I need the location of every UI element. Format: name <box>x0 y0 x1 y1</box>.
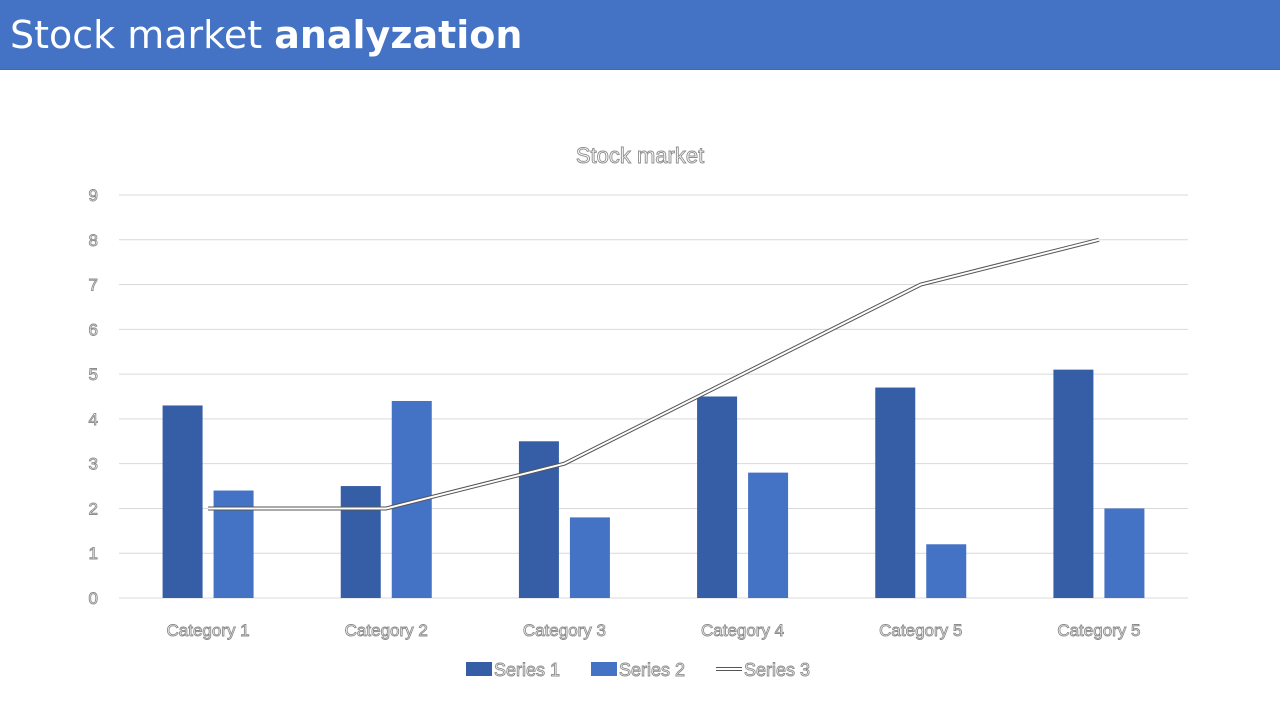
y-tick-label: 2 <box>89 499 98 518</box>
x-tick-label: Category 1 <box>166 621 249 640</box>
y-tick-label: 4 <box>89 410 98 429</box>
page-title: Stock market analyzation <box>10 11 522 59</box>
legend: Series 1 Series 2 Series 3 <box>466 660 810 680</box>
y-tick-label: 1 <box>89 544 98 563</box>
series-3-line <box>208 237 1100 511</box>
title-banner: Stock market analyzation <box>0 0 1280 70</box>
legend-label: Series 2 <box>619 660 685 680</box>
y-axis-ticks: 0 1 2 3 4 5 6 7 8 9 <box>88 186 98 609</box>
y-tick-label: 5 <box>89 365 98 384</box>
chart-title: Stock market <box>576 143 704 168</box>
x-tick-label: Category 5 <box>1057 621 1140 640</box>
bar-series-1 <box>875 387 916 598</box>
page-title-bold: analyzation <box>274 13 523 57</box>
y-tick-label: 3 <box>89 455 98 474</box>
bar-series-1 <box>162 405 203 598</box>
gridlines <box>119 194 1188 599</box>
legend-swatch <box>591 662 617 676</box>
y-tick-label: 7 <box>89 276 98 295</box>
bar-series-2 <box>569 517 610 598</box>
y-tick-label: 9 <box>89 186 98 205</box>
series-3-line-path <box>208 238 1100 510</box>
x-tick-label: Category 3 <box>523 621 606 640</box>
x-tick-label: Category 4 <box>701 621 784 640</box>
y-tick-label: 0 <box>89 589 98 608</box>
bar-series-1 <box>340 486 381 598</box>
bar-series-1 <box>1053 369 1094 598</box>
legend-swatch <box>466 662 492 676</box>
x-tick-label: Category 5 <box>879 621 962 640</box>
bar-series-2 <box>1104 508 1145 598</box>
x-axis-ticks: Category 1 Category 2 Category 3 Category 4… <box>166 621 1141 641</box>
x-tick-label: Category 2 <box>345 621 428 640</box>
bars <box>162 369 1145 598</box>
y-tick-label: 6 <box>89 320 98 339</box>
legend-label: Series 3 <box>744 660 810 680</box>
legend-label: Series 1 <box>494 660 560 680</box>
bar-series-2 <box>748 472 789 598</box>
bar-series-1 <box>697 396 738 598</box>
page-title-regular: Stock market <box>10 13 275 57</box>
bar-series-2 <box>926 544 967 598</box>
y-tick-label: 8 <box>89 231 98 250</box>
